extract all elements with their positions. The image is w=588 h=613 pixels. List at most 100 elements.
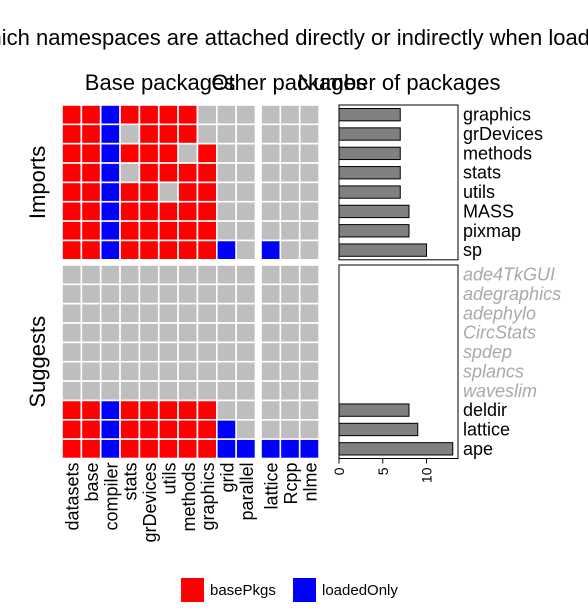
other-cell [298,264,320,286]
base-cell [99,239,121,261]
other-cell [260,123,282,145]
base-cell [177,380,199,402]
row-label: utils [463,182,495,202]
column-label: grid [217,463,237,493]
base-cell [157,283,179,305]
base-cell [235,239,257,261]
count-frame-imports [338,104,459,261]
base-cell [177,181,199,203]
base-cell [177,104,199,126]
count-bar [338,204,410,219]
base-cell [157,162,179,184]
base-cell [235,283,257,305]
base-cell [196,104,218,126]
base-cell [99,341,121,363]
count-bar [338,224,410,238]
other-cell [260,322,282,344]
base-cell [61,322,83,344]
other-cell [298,341,320,363]
base-cell [80,264,102,286]
other-cell [298,123,320,145]
other-cell [298,200,320,222]
row-label: ape [463,439,493,459]
base-cell [196,360,218,382]
base-cell [61,104,83,126]
base-cell [216,200,237,222]
base-cell [119,200,141,222]
count-tick-label: 10 [419,467,435,483]
base-cell [119,380,141,402]
base-cell [235,104,257,126]
row-label: waveslim [463,381,537,401]
base-cell [196,200,218,222]
other-cell [298,438,320,460]
panel-title-base: Base packages [85,70,235,95]
base-cell [216,264,237,286]
base-cell [80,322,102,344]
base-cell [99,162,121,184]
base-cell [157,418,179,440]
other-cell [279,360,301,382]
other-cell [298,181,320,203]
base-cell [196,322,218,344]
row-label: ade4TkGUI [463,265,555,285]
base-cell [177,341,199,363]
base-cell [99,104,121,126]
other-cell [279,283,301,305]
base-cell [138,322,160,344]
base-cell [119,322,141,344]
other-cell [260,200,282,222]
base-cell [157,360,179,382]
base-cell [177,283,199,305]
base-cell [119,162,141,184]
base-cell [235,322,257,344]
base-cell [196,181,218,203]
base-cell [61,181,83,203]
base-cell [177,220,199,242]
other-cell [298,104,320,126]
other-cell [279,438,301,460]
column-label: Rcpp [281,463,301,505]
base-cell [119,220,141,242]
other-cell [260,418,282,440]
other-cell [260,302,282,324]
base-cell [138,200,160,222]
row-label: stats [463,163,501,183]
count-bar [338,422,419,437]
row-group-label: Suggests [25,316,50,408]
count-bar [338,108,401,122]
base-cell [119,239,141,261]
base-cell [80,283,102,305]
base-cell [216,220,237,242]
other-cell [279,200,301,222]
base-cell [196,302,218,324]
base-cell [119,123,141,145]
base-cell [119,341,141,363]
base-cell [99,418,121,440]
other-cell [279,264,301,286]
base-cell [235,399,257,421]
base-packages-panel [61,104,257,460]
base-cell [196,239,218,261]
base-cell [216,360,237,382]
other-cell [279,123,301,145]
base-cell [138,123,160,145]
base-cell [138,283,160,305]
column-label: nlme [300,463,320,502]
count-tick-label: 0 [331,467,347,475]
base-cell [99,200,121,222]
other-cell [260,239,282,261]
base-cell [157,438,179,460]
base-cell [61,438,83,460]
column-label: parallel [237,463,257,521]
base-cell [235,438,257,460]
row-label: graphics [463,105,531,125]
other-cell [298,162,320,184]
column-label: base [82,463,102,502]
legend-swatch [181,578,204,602]
row-labels: graphicsgrDevicesmethodsstatsutilsMASSpi… [463,105,561,459]
base-cell [80,380,102,402]
base-cell [99,220,121,242]
base-cell [216,399,237,421]
